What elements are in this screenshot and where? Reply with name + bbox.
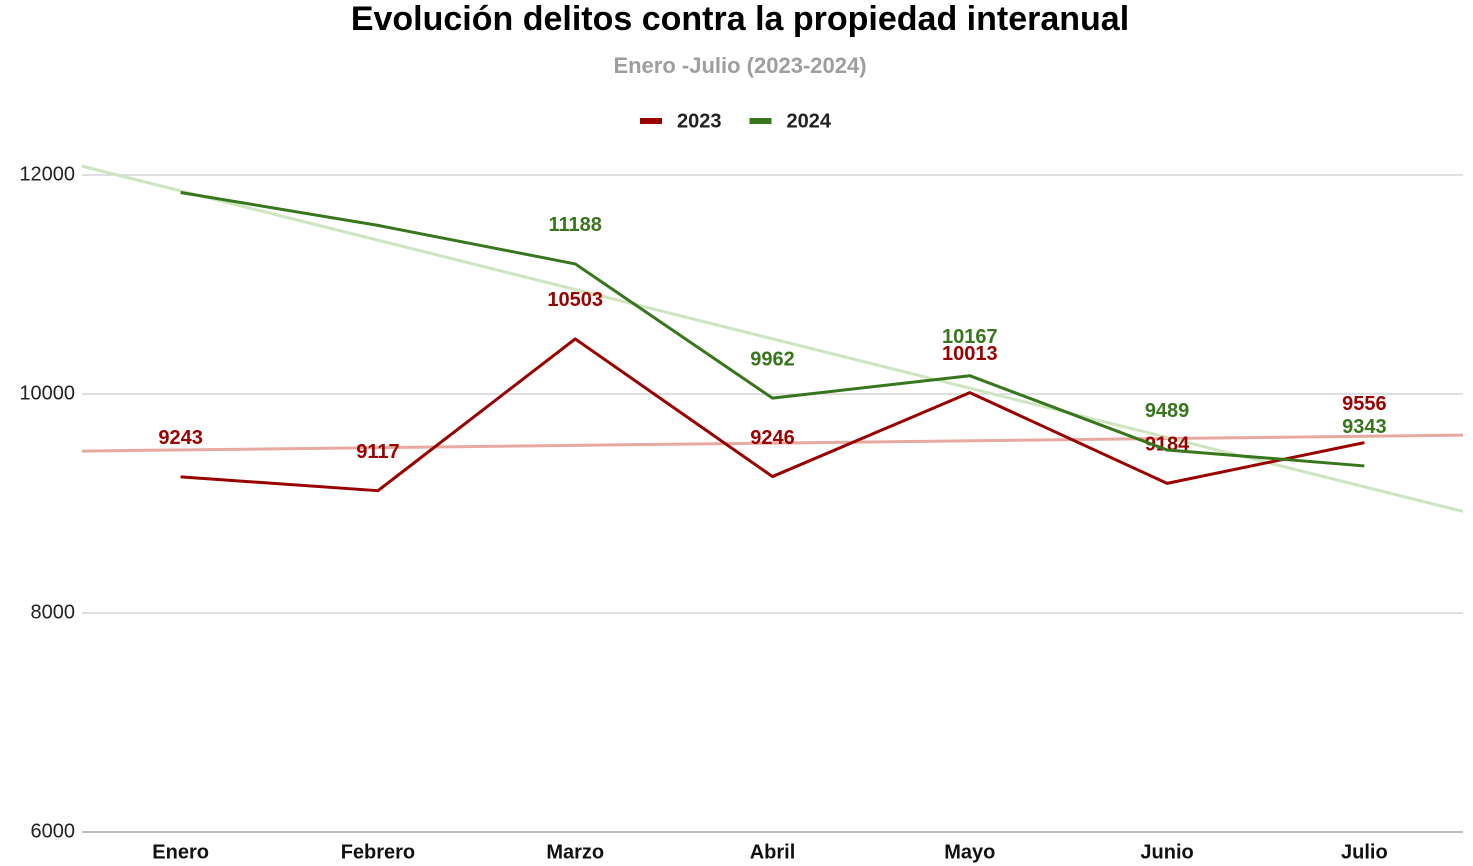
x-tick-label: Julio bbox=[1341, 841, 1388, 863]
series-line bbox=[180, 337, 1365, 493]
legend-label: 2024 bbox=[787, 110, 832, 132]
x-tick-label: Enero bbox=[152, 841, 209, 863]
data-label: 10167 bbox=[942, 326, 998, 348]
data-label: 9489 bbox=[1145, 400, 1190, 422]
series-line bbox=[180, 191, 1365, 468]
y-tick-label: 6000 bbox=[31, 820, 76, 842]
y-tick-label: 10000 bbox=[19, 382, 75, 404]
data-label: 10503 bbox=[547, 289, 603, 311]
y-tick-label: 8000 bbox=[31, 601, 76, 623]
x-tick-label: Febrero bbox=[341, 841, 415, 863]
data-label: 9243 bbox=[158, 427, 203, 449]
legend-swatch bbox=[640, 118, 662, 124]
x-tick-label: Abril bbox=[750, 841, 796, 863]
x-tick-label: Junio bbox=[1140, 841, 1193, 863]
trendline bbox=[81, 433, 1464, 453]
data-label: 9117 bbox=[356, 441, 399, 463]
chart-subtitle: Enero -Julio (2023-2024) bbox=[613, 53, 866, 78]
data-label: 9246 bbox=[750, 427, 795, 449]
data-label: 9962 bbox=[750, 348, 795, 370]
x-tick-label: Mayo bbox=[944, 841, 995, 863]
data-label: 9556 bbox=[1342, 393, 1387, 415]
legend-swatch bbox=[749, 118, 772, 124]
data-label: 11188 bbox=[549, 214, 602, 236]
trendline bbox=[81, 164, 1464, 513]
legend-label: 2023 bbox=[677, 110, 722, 132]
data-label: 9343 bbox=[1342, 416, 1387, 438]
chart-title: Evolución delitos contra la propiedad in… bbox=[351, 0, 1129, 38]
x-tick-label: Marzo bbox=[546, 841, 604, 863]
y-tick-label: 12000 bbox=[19, 163, 75, 185]
data-label: 10013 bbox=[942, 343, 998, 365]
